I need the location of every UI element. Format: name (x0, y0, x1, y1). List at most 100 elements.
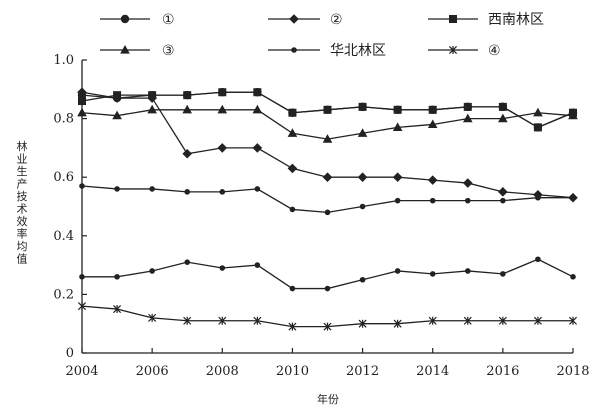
data-point (323, 105, 332, 114)
data-point (358, 319, 367, 328)
y-tick-label: 0.6 (53, 170, 74, 185)
data-point (148, 91, 157, 100)
legend-item: 西南林区 (428, 12, 544, 28)
data-point (359, 203, 366, 210)
data-point (289, 285, 296, 292)
y-tick-label: 0.2 (53, 287, 74, 302)
data-point (535, 256, 541, 263)
data-point (359, 276, 366, 283)
data-point (183, 91, 192, 100)
series-5 (79, 183, 576, 216)
data-point (219, 189, 226, 195)
data-point (393, 105, 402, 114)
data-point (289, 206, 296, 213)
data-point (429, 271, 436, 277)
legend-label: ② (330, 12, 343, 28)
data-point (394, 197, 401, 204)
data-point (113, 91, 122, 100)
data-point (498, 102, 507, 111)
legend-label: ③ (162, 43, 175, 59)
y-tick-label: 1.0 (53, 53, 74, 68)
data-point (114, 274, 120, 280)
data-point (322, 134, 333, 143)
x-tick-label: 2014 (416, 364, 449, 379)
legend-marker (120, 45, 130, 54)
ticks: 0 0.2 0.4 0.6 0.8 1.0 2004 2006 2008 2010 2012 2014… (53, 53, 589, 379)
y-tick-label: 0.8 (53, 112, 74, 127)
data-point (464, 197, 471, 204)
data-point (533, 107, 543, 117)
data-point (112, 110, 122, 120)
legend-item: ① (100, 12, 175, 28)
data-point (535, 194, 541, 201)
legend-label: 华北林区 (330, 43, 386, 59)
data-point (254, 262, 261, 268)
data-point (427, 175, 438, 185)
legend-label: ① (162, 12, 175, 28)
data-point (324, 285, 331, 292)
legend-marker (120, 14, 130, 24)
data-point (253, 316, 262, 325)
data-point (252, 104, 263, 114)
data-point (357, 128, 368, 137)
data-point (288, 108, 297, 117)
data-point (568, 316, 578, 325)
y-axis-title: 林业生产技术效率均值 (17, 139, 28, 266)
data-point (114, 186, 120, 192)
data-point (322, 172, 333, 182)
data-point (182, 148, 193, 159)
data-point (500, 271, 506, 277)
series-line (82, 258, 574, 290)
data-point (182, 104, 193, 114)
data-point (394, 268, 401, 274)
x-tick-label: 2004 (65, 364, 98, 379)
data-point (357, 172, 368, 182)
legend-marker (449, 15, 457, 23)
legend-marker (291, 47, 297, 53)
legend-label: 西南林区 (488, 12, 544, 28)
plot-area (77, 87, 578, 331)
data-point (463, 316, 472, 325)
data-point (358, 102, 367, 111)
data-point (323, 322, 332, 331)
data-point (183, 316, 192, 325)
data-point (218, 88, 227, 97)
data-point (570, 194, 576, 201)
data-point (288, 322, 297, 331)
data-point (462, 178, 473, 188)
data-point (392, 172, 403, 182)
data-point (149, 186, 155, 192)
data-point (287, 163, 298, 174)
data-point (77, 302, 87, 311)
data-point (113, 305, 122, 314)
data-point (462, 113, 473, 123)
legend-marker (448, 45, 458, 55)
data-point (429, 197, 436, 204)
data-point (149, 268, 155, 274)
data-point (428, 316, 437, 325)
legend-item: 华北林区 (268, 43, 386, 59)
data-point (463, 102, 472, 111)
data-point (533, 189, 543, 200)
data-point (428, 105, 437, 114)
data-point (252, 143, 263, 153)
data-point (79, 183, 85, 189)
data-point (533, 316, 542, 325)
data-point (533, 123, 542, 132)
legend: ① ② 西南林区 ③ 华北林区 ④ (100, 12, 544, 59)
x-tick-label: 2008 (206, 364, 239, 379)
y-tick-label: 0 (66, 346, 74, 361)
data-point (77, 87, 87, 98)
data-point (500, 197, 506, 204)
x-tick-label: 2018 (556, 364, 589, 379)
x-tick-label: 2010 (276, 364, 309, 379)
data-point (498, 187, 508, 197)
x-tick-label: 2016 (486, 364, 519, 379)
data-point (218, 316, 227, 325)
data-point (464, 268, 471, 274)
data-point (217, 143, 228, 153)
data-point (392, 122, 403, 131)
data-point (77, 107, 87, 117)
data-point (79, 274, 85, 280)
